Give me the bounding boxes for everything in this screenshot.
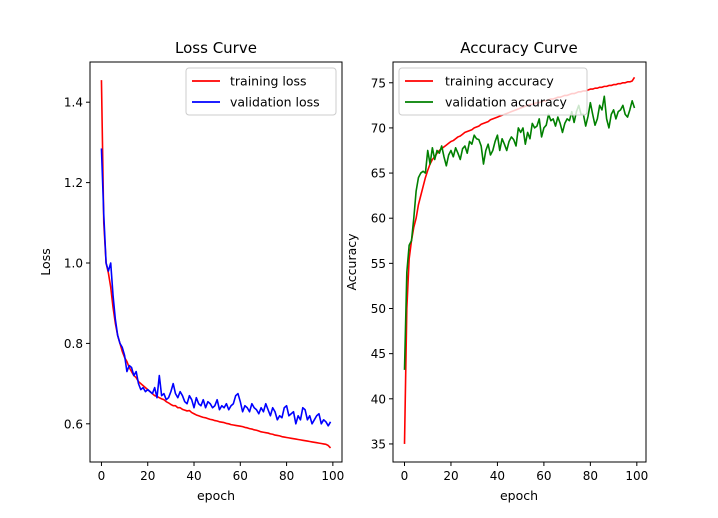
loss-chart: Loss Curve epoch Loss 0 20 40 60 80 100 0.6 0.8…	[38, 39, 344, 503]
legend: training loss validation loss	[185, 67, 337, 116]
x-tick-label: 80	[583, 469, 598, 483]
x-axis-label: epoch	[500, 488, 538, 503]
x-tick-label: 40	[186, 469, 201, 483]
plot-lines	[100, 80, 332, 449]
x-tick-label: 0	[98, 469, 106, 483]
plot-frame	[89, 61, 343, 463]
x-tick-label: 20	[140, 469, 155, 483]
y-axis-label: Accuracy	[344, 233, 359, 291]
y-tick-label: 40	[371, 392, 386, 406]
x-tick-label: 60	[536, 469, 551, 483]
legend-label-validation-loss: validation loss	[230, 95, 320, 110]
y-tick-label: 0.6	[64, 417, 83, 431]
series-line-validation-accuracy	[403, 95, 636, 370]
legend-box	[185, 67, 337, 116]
legend-box	[398, 67, 588, 116]
series-line-training-loss	[100, 80, 332, 449]
chart-title: Loss Curve	[175, 39, 257, 57]
legend: training accuracy validation accuracy	[398, 67, 588, 116]
y-tick-label: 70	[371, 121, 386, 135]
y-tick-label: 65	[371, 167, 386, 181]
x-tick-label: 0	[401, 469, 409, 483]
y-tick-label: 50	[371, 302, 386, 316]
y-tick-label: 60	[371, 212, 386, 226]
legend-label-validation-accuracy: validation accuracy	[445, 95, 568, 110]
x-tick-label: 40	[490, 469, 505, 483]
accuracy-chart: Accuracy Curve epoch Accuracy 0 20 40 60 80 1…	[344, 39, 648, 503]
y-tick-label: 45	[371, 347, 386, 361]
y-tick-label: 1.4	[64, 96, 83, 110]
plot-frame	[392, 61, 647, 463]
x-axis-label: epoch	[197, 488, 235, 503]
y-tick-label: 1.2	[64, 176, 83, 190]
x-tick-label: 100	[321, 469, 344, 483]
y-tick-label: 0.8	[64, 337, 83, 351]
y-tick-label: 1.0	[64, 257, 83, 271]
y-axis-label: Loss	[38, 248, 53, 275]
x-tick-label: 20	[443, 469, 458, 483]
legend-label-training-accuracy: training accuracy	[445, 74, 554, 89]
axis-ticks: 0 20 40 60 80 100 35 40 45 50 55 60 65 70 75	[371, 76, 649, 483]
axis-ticks: 0 20 40 60 80 100 0.6 0.8 1.0 1.2 1.4	[64, 96, 344, 483]
y-tick-label: 75	[371, 76, 386, 90]
x-tick-label: 100	[625, 469, 648, 483]
legend-label-training-loss: training loss	[230, 74, 307, 89]
x-tick-label: 60	[233, 469, 248, 483]
y-tick-label: 35	[371, 437, 386, 451]
series-line-validation-loss	[100, 148, 332, 427]
chart-title: Accuracy Curve	[460, 39, 578, 57]
x-tick-label: 80	[279, 469, 294, 483]
y-tick-label: 55	[371, 257, 386, 271]
